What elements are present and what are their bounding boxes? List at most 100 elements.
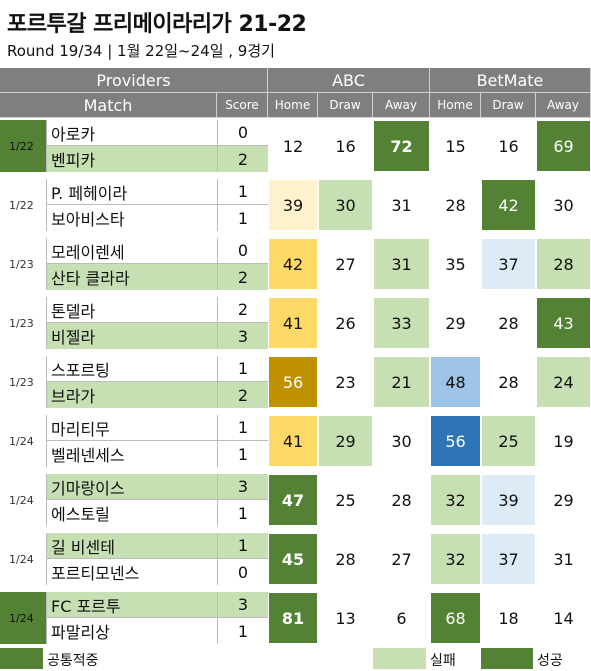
betmate-draw-pct: 42 bbox=[482, 180, 535, 230]
betmate-draw-pct: 28 bbox=[482, 357, 535, 407]
betmate-draw-pct: 28 bbox=[482, 298, 535, 348]
abc-home-pct: 12 bbox=[269, 121, 317, 171]
match-date: 1/23 bbox=[0, 238, 47, 290]
betmate-draw-pct: 16 bbox=[482, 121, 535, 171]
header-match: Match bbox=[0, 93, 217, 118]
home-score: 3 bbox=[217, 474, 268, 500]
match-date: 1/24 bbox=[0, 533, 47, 585]
header-abc-away: Away bbox=[373, 93, 430, 118]
match-date: 1/24 bbox=[0, 592, 47, 644]
away-score: 2 bbox=[217, 382, 268, 408]
away-score: 1 bbox=[217, 500, 268, 526]
betmate-home-pct: 28 bbox=[431, 180, 480, 230]
abc-home-pct: 41 bbox=[269, 298, 317, 348]
away-score: 2 bbox=[217, 146, 268, 172]
abc-home-pct: 41 bbox=[269, 416, 317, 466]
abc-away-pct: 31 bbox=[374, 180, 429, 230]
betmate-draw-pct: 39 bbox=[482, 475, 535, 525]
home-team-name: P. 페헤이라 bbox=[47, 179, 217, 205]
betmate-draw-pct: 37 bbox=[482, 534, 535, 584]
abc-away-pct: 30 bbox=[374, 416, 429, 466]
home-team-name: 기마랑이스 bbox=[47, 474, 217, 500]
header-score: Score bbox=[217, 93, 268, 118]
home-team-name: 톤델라 bbox=[47, 297, 217, 323]
betmate-home-pct: 68 bbox=[431, 593, 480, 643]
betmate-draw-pct: 37 bbox=[482, 239, 535, 289]
abc-draw-pct: 13 bbox=[319, 593, 372, 643]
betmate-home-pct: 56 bbox=[431, 416, 480, 466]
abc-home-pct: 39 bbox=[269, 180, 317, 230]
page-subtitle: Round 19/34 | 1월 22일~24일 , 9경기 bbox=[7, 42, 275, 60]
away-team-name: 벨레넨세스 bbox=[47, 441, 217, 467]
abc-away-pct: 27 bbox=[374, 534, 429, 584]
home-score: 0 bbox=[217, 238, 268, 264]
header-bm-home: Home bbox=[430, 93, 481, 118]
home-team-name: FC 포르투 bbox=[47, 592, 217, 618]
home-team-name: 아로카 bbox=[47, 120, 217, 146]
abc-draw-pct: 23 bbox=[319, 357, 372, 407]
home-score: 1 bbox=[217, 415, 268, 441]
abc-draw-pct: 26 bbox=[319, 298, 372, 348]
header-abc-draw: Draw bbox=[318, 93, 373, 118]
betmate-away-pct: 28 bbox=[537, 239, 590, 289]
betmate-draw-pct: 18 bbox=[482, 593, 535, 643]
legend-fail-label: 실패 bbox=[430, 653, 456, 669]
match-date: 1/22 bbox=[0, 120, 47, 172]
abc-away-pct: 33 bbox=[374, 298, 429, 348]
away-team-name: 파말리상 bbox=[47, 618, 217, 644]
betmate-away-pct: 31 bbox=[537, 534, 590, 584]
home-team-name: 스포르팅 bbox=[47, 356, 217, 382]
page-title: 포르투갈 프리메이라리가 21-22 bbox=[7, 12, 307, 37]
abc-draw-pct: 29 bbox=[319, 416, 372, 466]
match-date: 1/22 bbox=[0, 179, 47, 231]
home-score: 1 bbox=[217, 179, 268, 205]
away-team-name: 에스토릴 bbox=[47, 500, 217, 526]
abc-draw-pct: 30 bbox=[319, 180, 372, 230]
away-team-name: 브라가 bbox=[47, 382, 217, 408]
betmate-home-pct: 15 bbox=[431, 121, 480, 171]
home-score: 2 bbox=[217, 297, 268, 323]
abc-draw-pct: 25 bbox=[319, 475, 372, 525]
match-date: 1/23 bbox=[0, 356, 47, 408]
home-team-name: 길 비센테 bbox=[47, 533, 217, 559]
abc-home-pct: 56 bbox=[269, 357, 317, 407]
abc-away-pct: 21 bbox=[374, 357, 429, 407]
legend-common-swatch bbox=[0, 648, 43, 669]
abc-home-pct: 81 bbox=[269, 593, 317, 643]
away-team-name: 포르티모넨스 bbox=[47, 559, 217, 585]
home-score: 3 bbox=[217, 592, 268, 618]
abc-away-pct: 31 bbox=[374, 239, 429, 289]
abc-home-pct: 42 bbox=[269, 239, 317, 289]
away-score: 1 bbox=[217, 618, 268, 644]
match-date: 1/24 bbox=[0, 415, 47, 467]
abc-away-pct: 72 bbox=[374, 121, 429, 171]
match-date: 1/23 bbox=[0, 297, 47, 349]
away-score: 0 bbox=[217, 559, 268, 585]
home-score: 0 bbox=[217, 120, 268, 146]
betmate-away-pct: 14 bbox=[537, 593, 590, 643]
header-bm-draw: Draw bbox=[481, 93, 536, 118]
home-score: 1 bbox=[217, 356, 268, 382]
away-score: 3 bbox=[217, 323, 268, 349]
betmate-away-pct: 29 bbox=[537, 475, 590, 525]
betmate-away-pct: 24 bbox=[537, 357, 590, 407]
abc-draw-pct: 27 bbox=[319, 239, 372, 289]
header-betmate: BetMate bbox=[430, 68, 591, 93]
betmate-away-pct: 19 bbox=[537, 416, 590, 466]
header-bm-away: Away bbox=[536, 93, 591, 118]
abc-home-pct: 45 bbox=[269, 534, 317, 584]
abc-draw-pct: 16 bbox=[319, 121, 372, 171]
betmate-home-pct: 32 bbox=[431, 475, 480, 525]
betmate-draw-pct: 25 bbox=[482, 416, 535, 466]
away-team-name: 보아비스타 bbox=[47, 205, 217, 231]
betmate-away-pct: 43 bbox=[537, 298, 590, 348]
away-team-name: 비젤라 bbox=[47, 323, 217, 349]
header-abc: ABC bbox=[268, 68, 430, 93]
away-team-name: 벤피카 bbox=[47, 146, 217, 172]
match-date: 1/24 bbox=[0, 474, 47, 526]
header-abc-home: Home bbox=[268, 93, 318, 118]
legend-success-swatch bbox=[481, 648, 533, 669]
betmate-home-pct: 29 bbox=[431, 298, 480, 348]
legend-success-label: 성공 bbox=[537, 653, 563, 669]
legend-fail-swatch bbox=[373, 648, 426, 669]
